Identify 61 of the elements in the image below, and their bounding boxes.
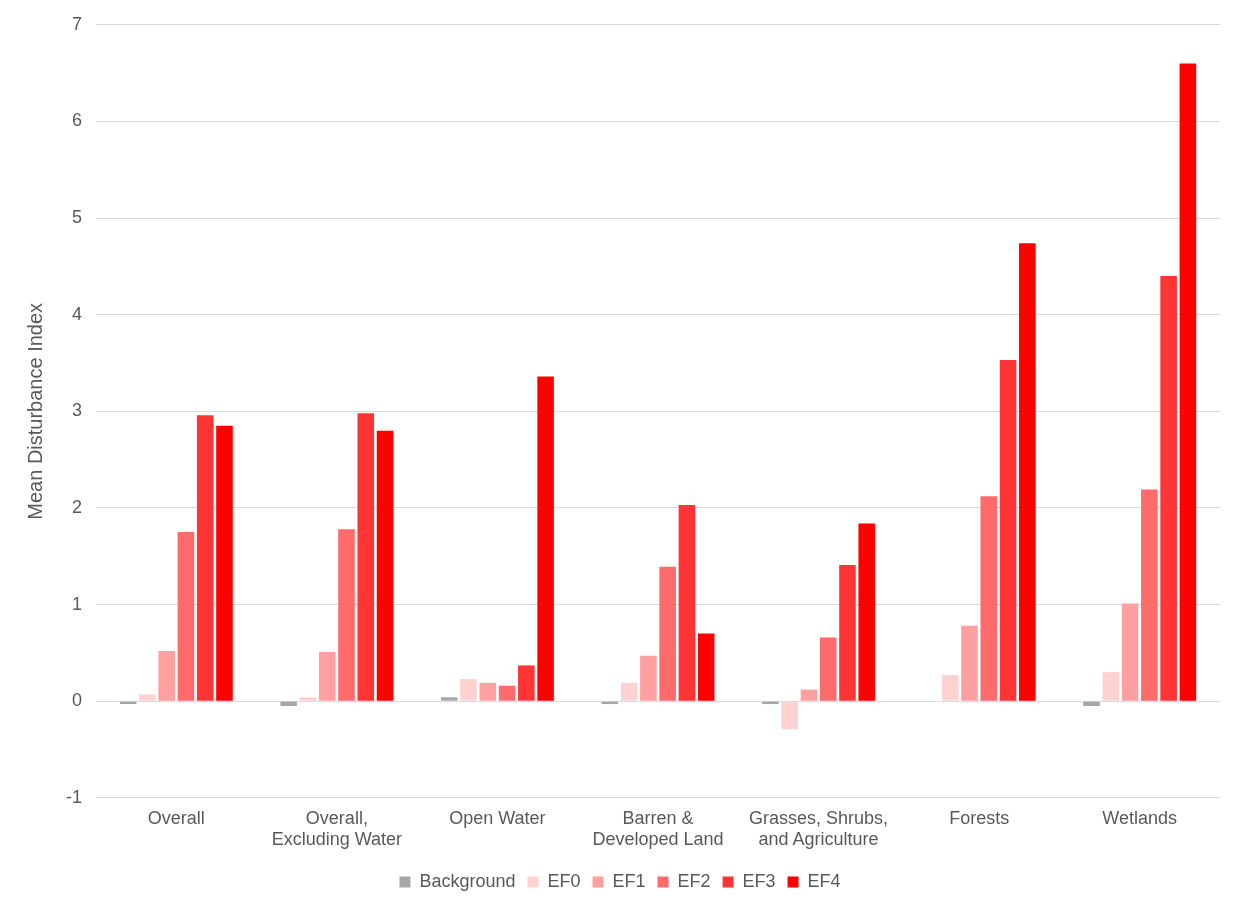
- y-tick-label: 2: [71, 496, 82, 517]
- bar: [139, 694, 156, 701]
- legend-label: EF3: [742, 870, 776, 891]
- bar: [479, 682, 497, 701]
- bar: [376, 430, 394, 701]
- y-tick-label: 1: [71, 593, 82, 614]
- bar: [299, 697, 317, 701]
- bar: [640, 655, 657, 701]
- bar: [357, 413, 375, 701]
- legend-label: EF4: [807, 870, 841, 891]
- bar: [158, 650, 175, 701]
- bar: [338, 529, 355, 701]
- bar: [196, 415, 214, 701]
- bar: [678, 505, 696, 701]
- x-tick-label: Grasses, Shrubs, and Agriculture: [749, 807, 889, 850]
- y-tick-label: 6: [71, 110, 82, 131]
- bar: [961, 625, 978, 701]
- bar: [980, 496, 998, 701]
- bar: [1083, 701, 1100, 707]
- bar: [1179, 63, 1197, 701]
- bar: [839, 564, 856, 701]
- bar: [620, 682, 638, 701]
- bar: [1121, 603, 1139, 701]
- legend-label: EF2: [677, 870, 711, 891]
- bar: [819, 637, 837, 701]
- bar: [280, 701, 297, 707]
- bar: [858, 523, 876, 701]
- x-tick-label: Wetlands: [1102, 807, 1178, 828]
- y-tick-label: 3: [71, 400, 82, 421]
- bar: [498, 685, 516, 701]
- legend-label: EF0: [547, 870, 581, 891]
- y-tick-label: 4: [71, 303, 82, 324]
- y-tick-label: 0: [71, 690, 82, 711]
- x-tick-label: Barren & Developed Land: [592, 807, 724, 850]
- bar: [1160, 276, 1177, 701]
- x-tick-label: Forests: [949, 807, 1010, 828]
- bar: [318, 651, 336, 701]
- bar: [781, 701, 798, 730]
- bar: [659, 566, 676, 701]
- bar: [697, 633, 715, 701]
- bar: [460, 678, 477, 701]
- y-tick-label: -1: [65, 786, 82, 807]
- legend-label: Background: [419, 870, 516, 891]
- bar: [1102, 672, 1120, 701]
- bar: [440, 697, 458, 701]
- bar: [537, 376, 554, 701]
- bar: [1141, 489, 1158, 701]
- bar: [1019, 243, 1036, 701]
- y-tick-label: 5: [71, 207, 82, 228]
- bar: [216, 425, 233, 701]
- bar: [999, 360, 1017, 701]
- legend-label: EF1: [612, 870, 646, 891]
- x-tick-label: Overall: [147, 807, 205, 828]
- y-axis-title: Mean Disturbance Index: [23, 302, 46, 520]
- bar: [800, 689, 818, 701]
- bar: [518, 665, 535, 701]
- bar: [941, 675, 959, 701]
- bar: [177, 532, 195, 701]
- y-tick-label: 7: [71, 13, 82, 34]
- x-tick-label: Open Water: [449, 807, 546, 828]
- x-tick-label: Overall, Excluding Water: [271, 807, 403, 850]
